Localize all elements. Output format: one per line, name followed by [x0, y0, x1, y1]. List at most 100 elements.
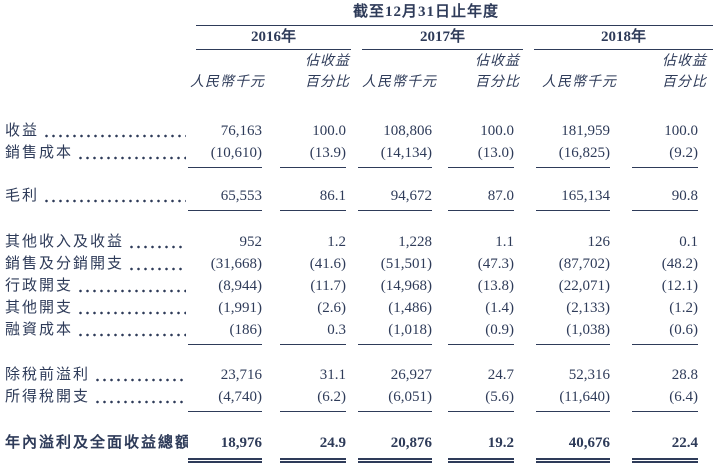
amount-cell: (31,668): [210, 256, 262, 272]
amount-cell: 76,163: [220, 123, 262, 139]
row-finance-costs: 融資成本 (186) 0.3 (1,018) (0.9) (1,038) (0.…: [0, 319, 716, 345]
amount-cell: (186): [188, 319, 268, 345]
amount-cell: (14,134): [354, 142, 442, 168]
row-label: 毛利: [0, 185, 188, 207]
period-title: 截至12月31日止年度: [352, 4, 499, 20]
row-profit-and-total-comprehensive-income: 年內溢利及全面收益總額 18,976 24.9 20,876 19.2 40,6…: [0, 432, 716, 463]
percent-cell: 100.0: [664, 123, 698, 139]
row-label: 銷售成本: [0, 142, 188, 164]
row-label: 收益: [0, 120, 188, 142]
amount-cell: 952: [239, 234, 263, 250]
header-rule-row: [0, 22, 716, 26]
pct-of-revenue-header-2017: 佔收益: [475, 54, 520, 69]
percent-cell: (12.1): [661, 278, 698, 294]
pct-unit-header-2017: 百分比: [475, 75, 520, 90]
row-label: 其他開支: [0, 297, 188, 319]
row-other-expenses: 其他開支 (1,991) (2.6) (1,486) (1.4) (2,133)…: [0, 297, 716, 319]
amount-cell: 1,228: [398, 234, 432, 250]
year-2016-header: 2016年: [196, 28, 351, 50]
dot-leader: [79, 289, 186, 293]
dot-leader: [45, 134, 186, 138]
dot-leader: [130, 245, 186, 249]
amount-cell: (10,610): [188, 142, 268, 168]
percent-cell: (9.2): [624, 142, 716, 168]
amount-cell: (51,501): [380, 256, 432, 272]
row-income-tax-expense: 所得稅開支 (4,740) (6.2) (6,051) (5.6) (11,64…: [0, 386, 716, 412]
subheader-row-1: 佔收益 佔收益 佔收益: [0, 54, 716, 73]
row-administrative-expenses: 行政開支 (8,944) (11.7) (14,968) (13.8) (22,…: [0, 275, 716, 297]
percent-cell: (41.6): [309, 256, 346, 272]
percent-cell: 22.4: [624, 432, 716, 463]
subheader-row-2: 人民幣千元 百分比 人民幣千元 百分比 人民幣千元 百分比: [0, 75, 716, 94]
amount-cell: 18,976: [188, 432, 268, 463]
percent-cell: 1.2: [327, 234, 346, 250]
row-selling-distribution-expenses: 銷售及分銷開支 (31,668) (41.6) (51,501) (47.3) …: [0, 253, 716, 275]
amount-cell: 165,134: [526, 185, 624, 211]
amount-unit-header-2017: 人民幣千元: [362, 75, 437, 90]
percent-cell: (6.2): [268, 386, 354, 412]
year-2018-header: 2018年: [534, 28, 713, 50]
amount-cell: 108,806: [383, 123, 432, 139]
row-label: 銷售及分銷開支: [0, 253, 188, 275]
dot-leader: [130, 267, 186, 271]
year-header-row: 2016年 2017年 2018年: [0, 28, 716, 50]
amount-cell: 126: [587, 234, 611, 250]
percent-cell: (47.3): [477, 256, 514, 272]
percent-cell: 0.1: [679, 234, 698, 250]
amount-cell: (11,640): [526, 386, 624, 412]
amount-cell: 94,672: [354, 185, 442, 211]
amount-cell: (4,740): [188, 386, 268, 412]
dot-leader: [79, 311, 186, 315]
dot-leader: [96, 400, 186, 404]
amount-cell: 181,959: [561, 123, 610, 139]
amount-unit-header-2016: 人民幣千元: [190, 75, 265, 90]
percent-cell: 87.0: [442, 185, 526, 211]
amount-cell: 20,876: [354, 432, 442, 463]
percent-cell: 19.2: [442, 432, 526, 463]
percent-cell: 28.8: [671, 367, 698, 383]
row-label: 除稅前溢利: [0, 364, 188, 386]
percent-cell: 0.3: [268, 319, 354, 345]
percent-cell: 24.9: [268, 432, 354, 463]
amount-cell: (22,071): [558, 278, 610, 294]
table-header: 截至12月31日止年度: [0, 2, 716, 22]
amount-cell: 52,316: [568, 367, 610, 383]
pct-unit-header-2018: 百分比: [662, 75, 707, 90]
percent-cell: (11.7): [310, 278, 346, 294]
row-profit-before-tax: 除稅前溢利 23,716 31.1 26,927 24.7 52,316 28.…: [0, 364, 716, 386]
percent-cell: (13.9): [268, 142, 354, 168]
amount-cell: (1,486): [388, 300, 432, 316]
percent-cell: 90.8: [624, 185, 716, 211]
amount-cell: (1,038): [526, 319, 624, 345]
amount-cell: 26,927: [390, 367, 432, 383]
dot-leader: [79, 156, 186, 160]
amount-unit-header-2018: 人民幣千元: [542, 75, 617, 90]
pct-of-revenue-header-2016: 佔收益: [305, 54, 350, 69]
percent-cell: (5.6): [442, 386, 526, 412]
percent-cell: (13.8): [477, 278, 514, 294]
row-label: 年內溢利及全面收益總額: [5, 435, 188, 451]
percent-cell: (1.4): [485, 300, 514, 316]
percent-cell: (13.0): [442, 142, 526, 168]
row-cost-of-sales: 銷售成本 (10,610) (13.9) (14,134) (13.0) (16…: [0, 142, 716, 168]
percent-cell: (1.2): [669, 300, 698, 316]
amount-cell: (2,133): [566, 300, 610, 316]
row-other-income-and-gains: 其他收入及收益 952 1.2 1,228 1.1 126 0.1: [0, 231, 716, 253]
percent-cell: (0.6): [624, 319, 716, 345]
percent-cell: 86.1: [268, 185, 354, 211]
amount-cell: (87,702): [558, 256, 610, 272]
row-label: 融資成本: [0, 319, 188, 341]
row-label: 行政開支: [0, 275, 188, 297]
percent-cell: (6.4): [624, 386, 716, 412]
percent-cell: 24.7: [487, 367, 514, 383]
pct-unit-header-2016: 百分比: [305, 75, 350, 90]
percent-cell: 100.0: [312, 123, 346, 139]
amount-cell: (1,018): [354, 319, 442, 345]
row-label: 其他收入及收益: [0, 231, 188, 253]
amount-cell: 40,676: [526, 432, 624, 463]
row-revenue: 收益 76,163 100.0 108,806 100.0 181,959 10…: [0, 120, 716, 142]
year-2017-header: 2017年: [362, 28, 523, 50]
row-gross-profit: 毛利 65,553 86.1 94,672 87.0 165,134 90.8: [0, 185, 716, 211]
amount-cell: (16,825): [526, 142, 624, 168]
